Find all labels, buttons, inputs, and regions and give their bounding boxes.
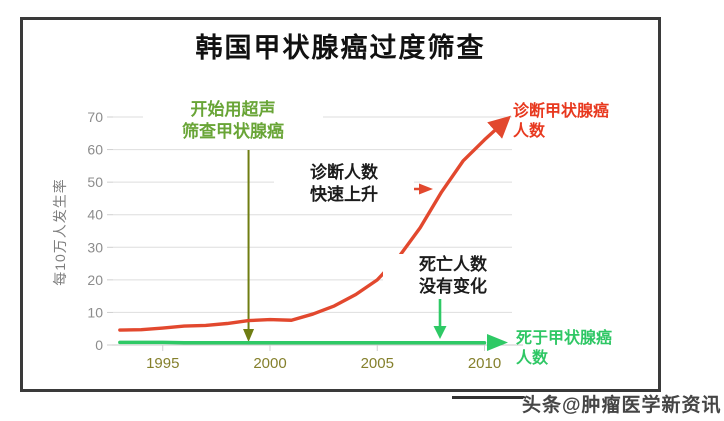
diagnoses-rising-annotation: 诊断人数 快速上升 xyxy=(274,162,414,207)
deaths-line-arrowhead xyxy=(487,334,508,351)
y-tick-label: 30 xyxy=(87,239,103,255)
chart-title: 韩国甲状腺癌过度筛查 xyxy=(195,33,486,63)
deaths-arrowhead xyxy=(433,326,447,339)
y-tick-label: 20 xyxy=(87,272,103,288)
x-tick-label: 2000 xyxy=(253,355,286,372)
screening-start-annotation: 开始用超声 筛查甲状腺癌 xyxy=(143,99,323,144)
watermark-line xyxy=(452,396,526,399)
x-tick-label: 2010 xyxy=(468,355,501,372)
deaths-series-label: 死于甲状腺癌 人数 xyxy=(516,330,613,367)
y-tick-label: 0 xyxy=(95,337,103,353)
y-tick-label: 40 xyxy=(87,207,103,223)
y-tick-label: 10 xyxy=(87,304,103,320)
y-axis-label: 每10万人发生率 xyxy=(52,178,68,286)
y-tick-label: 70 xyxy=(87,109,103,125)
diagnosed-series-label: 诊断甲状腺癌 人数 xyxy=(513,103,610,140)
x-tick-label: 2005 xyxy=(361,355,394,372)
y-tick-label: 50 xyxy=(87,174,103,190)
diagnosed-line xyxy=(118,115,511,332)
y-tick-label: 60 xyxy=(87,142,103,158)
deaths-unchanged-annotation: 死亡人数 没有变化 xyxy=(383,254,523,299)
x-tick-label: 1995 xyxy=(146,355,179,372)
watermark-text: 头条@肿瘤医学新资讯 xyxy=(522,395,722,416)
screening-start-arrowhead xyxy=(243,329,255,342)
diagnoses-arrowhead xyxy=(419,183,433,195)
